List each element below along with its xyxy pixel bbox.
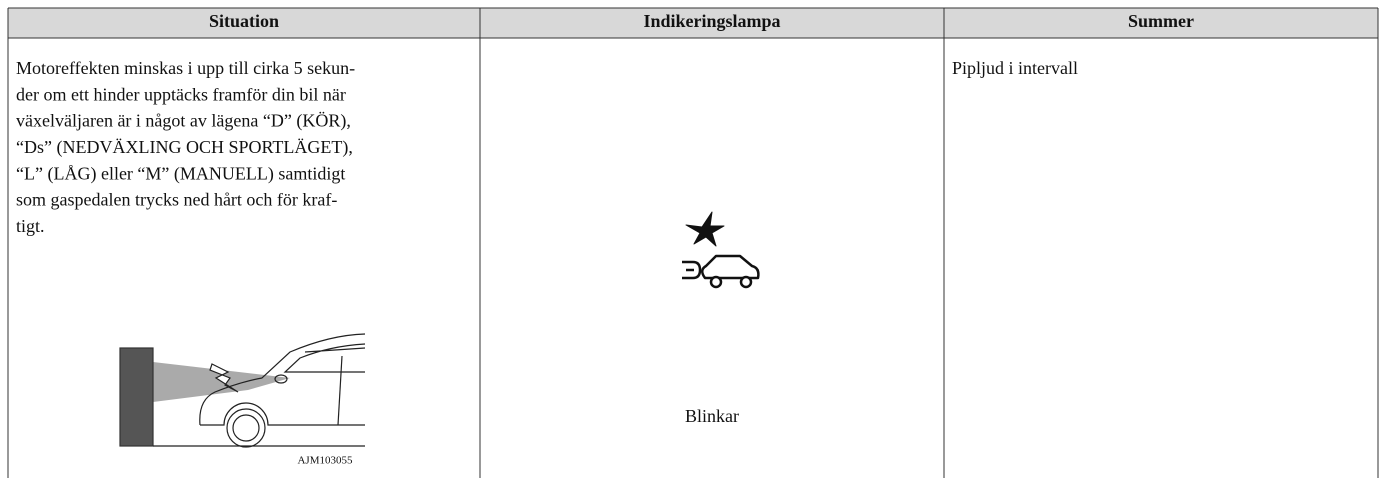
situation-line: Motoreffekten minskas i upp till cirka 5… bbox=[16, 58, 355, 78]
header-row bbox=[8, 8, 1378, 38]
header-cell: Indikeringslampa bbox=[643, 11, 780, 31]
warning-icon bbox=[682, 211, 760, 289]
indicator-caption: Blinkar bbox=[685, 406, 739, 426]
situation-line: växelväljaren är i något av lägena “D” (… bbox=[16, 111, 351, 132]
table-grid bbox=[7, 7, 1379, 478]
header-cell: Situation bbox=[209, 11, 279, 31]
figure-label: AJM103055 bbox=[297, 455, 353, 467]
illustration bbox=[119, 333, 366, 448]
situation-line: som gaspedalen trycks ned hårt och för k… bbox=[16, 190, 337, 210]
situation-line: der om ett hinder upptäcks framför din b… bbox=[16, 84, 346, 104]
situation-line: “Ds” (NEDVÄXLING OCH SPORTLÄGET), bbox=[16, 137, 353, 158]
situation-text: Motoreffekten minskas i upp till cirka 5… bbox=[16, 58, 355, 236]
header-cell: Summer bbox=[1128, 11, 1194, 31]
buzzer-text: Pipljud i intervall bbox=[952, 58, 1078, 78]
situation-line: tigt. bbox=[16, 216, 45, 236]
situation-line: “L” (LÅG) eller “M” (MANUELL) samtidigt bbox=[16, 163, 345, 184]
